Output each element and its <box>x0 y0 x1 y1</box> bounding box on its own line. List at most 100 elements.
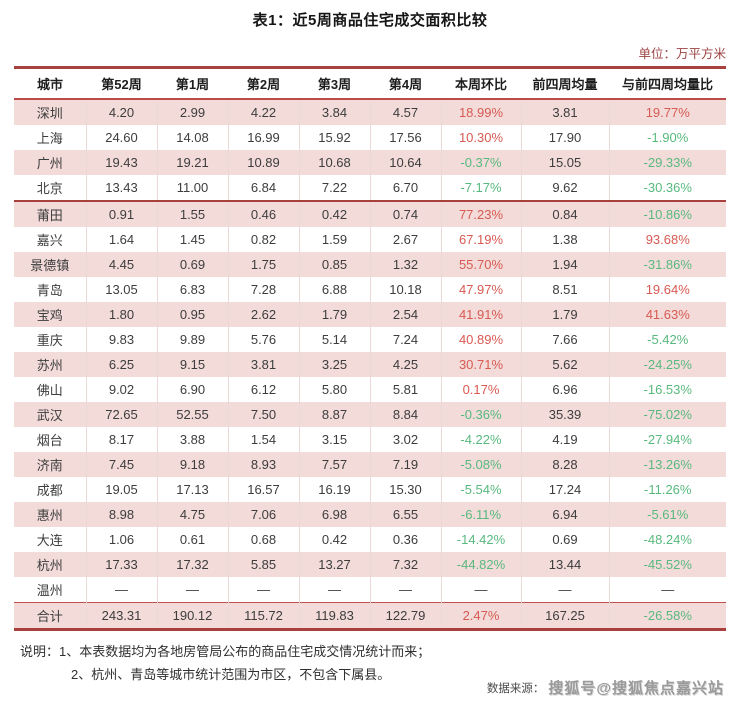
table-cell: 0.42 <box>298 527 370 552</box>
table-cell: 7.66 <box>520 327 609 352</box>
table-cell: -0.36% <box>440 402 521 427</box>
city-cell: 莆田 <box>14 201 86 227</box>
table-cell: 1.38 <box>520 227 609 252</box>
table-cell: 3.15 <box>298 427 370 452</box>
table-cell: 8.87 <box>298 402 370 427</box>
table-cell: -4.22% <box>440 427 521 452</box>
city-cell: 宝鸡 <box>14 302 86 327</box>
table-cell: 19.77% <box>608 99 726 125</box>
table-cell: 4.19 <box>520 427 609 452</box>
table-cell: 1.80 <box>85 302 157 327</box>
table-row: 广州 19.43 19.21 10.89 10.68 10.64 -0.37% 15.05 -2… <box>14 150 726 175</box>
table-cell: -1.90% <box>608 125 726 150</box>
table-cell: 5.76 <box>227 327 299 352</box>
city-cell: 上海 <box>36 131 63 146</box>
table-cell: 7.24 <box>369 327 441 352</box>
table-cell: 7.50 <box>227 402 299 427</box>
data-source-label: 数据来源： <box>486 682 545 695</box>
table-row: 苏州 6.25 9.15 3.81 3.25 4.25 30.71% 5.62 -24.25% <box>14 352 726 377</box>
table-cell: -0.37% <box>440 150 521 175</box>
table-cell: 4.45 <box>85 252 157 277</box>
table-cell: -10.86% <box>608 201 726 227</box>
city-cell: 景德镇 <box>14 252 86 277</box>
table-cell: 17.32 <box>156 552 228 577</box>
table-cell: 18.99% <box>440 99 521 125</box>
table-cell: 14.08 <box>156 125 228 150</box>
table-cell: 55.70% <box>440 252 521 277</box>
table-cell: 1.79 <box>298 302 370 327</box>
table-cell: 8.93 <box>227 452 299 477</box>
table-cell: 9.62 <box>520 175 609 202</box>
table-cell: 0.91 <box>85 201 157 227</box>
table-cell: 35.39 <box>520 402 609 427</box>
table-cell: 11.00 <box>156 175 228 202</box>
table-cell: 13.43 <box>85 175 157 202</box>
table-cell: 5.62 <box>520 352 609 377</box>
table-row: 佛山 9.02 6.90 6.12 5.80 5.81 0.17% 6.96 -16.53% <box>14 377 726 402</box>
city-cell: 苏州 <box>14 352 86 377</box>
city-cell: 温州 <box>36 583 63 598</box>
table-cell: 1.94 <box>520 252 609 277</box>
table-cell: -75.02% <box>608 402 726 427</box>
table-cell: 190.12 <box>156 602 228 630</box>
table-row: 烟台 8.17 3.88 1.54 3.15 3.02 -4.22% 4.19 -27.94% <box>14 427 726 452</box>
table-cell: 0.61 <box>156 527 228 552</box>
table-cell: 2.54 <box>369 302 441 327</box>
table-cell: 1.06 <box>85 527 157 552</box>
table-cell: 4.57 <box>369 99 441 125</box>
table-cell: 4.22 <box>227 99 299 125</box>
table-cell: 1.64 <box>85 227 157 252</box>
table-cell: 8.84 <box>369 402 441 427</box>
column-header: 城市 <box>14 67 86 100</box>
table-header-row: 城市 第52周 第1周 第2周 第3周 第4周 本周环比 前四周均量 与前四周均量比 <box>14 67 726 100</box>
table-cell: 7.28 <box>227 277 299 302</box>
table-cell: 72.65 <box>85 402 157 427</box>
table-cell: 17.24 <box>520 477 609 502</box>
table-cell: 6.12 <box>227 377 299 402</box>
table-cell: 10.30% <box>440 125 521 150</box>
table-cell: 7.57 <box>298 452 370 477</box>
city-cell: 重庆 <box>36 333 63 348</box>
table-cell: 5.14 <box>298 327 370 352</box>
table-cell: -26.58% <box>608 602 726 630</box>
table-cell: 93.68% <box>608 227 726 252</box>
table-cell: -5.61% <box>608 502 726 527</box>
table-cell: -5.42% <box>608 327 726 352</box>
note-line-2: 2、杭州、青岛等城市统计范围为市区，不包含下属县。 <box>14 663 726 686</box>
table-cell: 13.05 <box>85 277 157 302</box>
table-cell: 119.83 <box>298 602 370 630</box>
city-cell: 武汉 <box>14 402 86 427</box>
table-cell: 4.25 <box>369 352 441 377</box>
transactions-table: 城市 第52周 第1周 第2周 第3周 第4周 本周环比 前四周均量 与前四周均量比 深圳 4.2… <box>14 66 726 631</box>
table-row: 上海 24.60 14.08 16.99 15.92 17.56 10.30% 17.90 -1… <box>14 125 726 150</box>
city-cell: 成都 <box>36 483 63 498</box>
table-cell: 24.60 <box>85 125 157 150</box>
table-cell: -5.54% <box>440 477 521 502</box>
table-cell: 0.82 <box>227 227 299 252</box>
table-row: 深圳 4.20 2.99 4.22 3.84 4.57 18.99% 3.81 19.77% <box>14 99 726 125</box>
table-cell: 0.68 <box>227 527 299 552</box>
table-cell: 5.81 <box>369 377 441 402</box>
city-cell: 北京 <box>14 175 86 202</box>
table-cell: 16.99 <box>227 125 299 150</box>
city-cell: 杭州 <box>14 552 86 577</box>
total-row: 合计 243.31 190.12 115.72 119.83 122.79 2.47% 167… <box>14 602 726 630</box>
table-cell: 0.74 <box>369 201 441 227</box>
table-row: 成都 19.05 17.13 16.57 16.19 15.30 -5.54% 17.24 -1… <box>14 477 726 502</box>
city-cell: 深圳 <box>14 99 86 125</box>
notes-label: 说明： <box>20 644 60 659</box>
table-cell: 2.99 <box>156 99 228 125</box>
table-cell: 15.30 <box>369 477 441 502</box>
table-cell: -29.33% <box>608 150 726 175</box>
table-cell: 15.05 <box>520 150 609 175</box>
table-cell: 16.57 <box>227 477 299 502</box>
table-cell: 6.98 <box>298 502 370 527</box>
table-cell: — <box>156 577 228 603</box>
table-row: 莆田 0.91 1.55 0.46 0.42 0.74 77.23% 0.84 -10.86% <box>14 201 726 227</box>
table-cell: -27.94% <box>608 427 726 452</box>
table-cell: 2.62 <box>227 302 299 327</box>
table-row: 惠州 8.98 4.75 7.06 6.98 6.55 -6.11% 6.94 -5.61% <box>14 502 726 527</box>
table-cell: 19.05 <box>85 477 157 502</box>
table-cell: 77.23% <box>440 201 521 227</box>
table-cell: 15.92 <box>298 125 370 150</box>
